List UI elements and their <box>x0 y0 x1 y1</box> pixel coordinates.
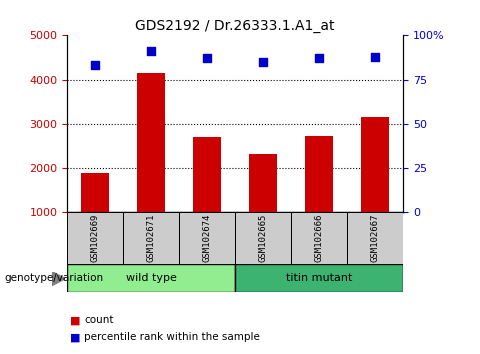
Text: percentile rank within the sample: percentile rank within the sample <box>84 332 260 342</box>
Text: genotype/variation: genotype/variation <box>5 273 104 283</box>
Bar <box>361 117 389 212</box>
Bar <box>67 212 123 264</box>
Point <box>259 59 267 65</box>
Text: ■: ■ <box>70 315 80 325</box>
Bar <box>123 212 179 264</box>
Bar <box>235 212 291 264</box>
Text: GSM102671: GSM102671 <box>147 214 156 262</box>
Bar <box>81 172 109 212</box>
Bar <box>347 212 403 264</box>
Bar <box>67 264 235 292</box>
Text: titin mutant: titin mutant <box>286 273 352 283</box>
Bar <box>305 136 333 212</box>
Text: GSM102666: GSM102666 <box>315 214 324 262</box>
Title: GDS2192 / Dr.26333.1.A1_at: GDS2192 / Dr.26333.1.A1_at <box>135 19 335 33</box>
Point <box>91 63 99 68</box>
Point <box>147 48 155 54</box>
Bar <box>249 154 277 212</box>
Bar <box>179 212 235 264</box>
Text: GSM102674: GSM102674 <box>203 214 212 262</box>
Text: GSM102667: GSM102667 <box>371 214 380 262</box>
Text: wild type: wild type <box>126 273 177 283</box>
Text: ■: ■ <box>70 332 80 342</box>
Bar <box>291 212 347 264</box>
Point <box>315 56 323 61</box>
Point <box>372 54 379 59</box>
Polygon shape <box>52 272 65 286</box>
Text: count: count <box>84 315 113 325</box>
Bar <box>137 73 165 212</box>
Text: GSM102669: GSM102669 <box>91 214 100 262</box>
Text: GSM102665: GSM102665 <box>259 214 268 262</box>
Point <box>204 56 211 61</box>
Bar <box>193 137 221 212</box>
Bar <box>235 264 403 292</box>
